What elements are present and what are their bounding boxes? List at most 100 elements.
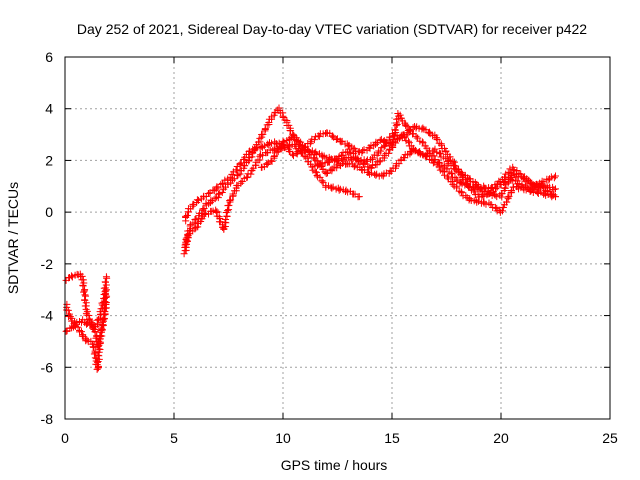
y-tick-label: 2 bbox=[45, 152, 53, 168]
data-point bbox=[425, 129, 433, 137]
data-point bbox=[457, 168, 465, 176]
y-tick-label: -2 bbox=[41, 256, 54, 272]
data-point bbox=[81, 302, 89, 310]
data-point bbox=[301, 143, 309, 151]
x-tick-label: 5 bbox=[170, 430, 178, 446]
data-point bbox=[222, 215, 230, 223]
data-point bbox=[386, 133, 394, 141]
data-point bbox=[243, 173, 251, 181]
data-point bbox=[225, 201, 233, 209]
data-point bbox=[344, 142, 352, 150]
data-point bbox=[318, 177, 326, 185]
data-point bbox=[245, 156, 253, 164]
data-point bbox=[263, 160, 271, 168]
data-point bbox=[199, 205, 207, 213]
data-point bbox=[328, 184, 336, 192]
data-point bbox=[396, 111, 404, 119]
data-point bbox=[404, 137, 412, 145]
data-point bbox=[391, 126, 399, 134]
data-point bbox=[390, 132, 398, 140]
data-point bbox=[83, 320, 91, 328]
data-point bbox=[504, 193, 512, 201]
data-point bbox=[101, 278, 109, 286]
data-point bbox=[102, 273, 110, 281]
data-point bbox=[401, 133, 409, 141]
data-point bbox=[67, 272, 75, 280]
data-point bbox=[498, 207, 506, 215]
data-point bbox=[486, 189, 494, 197]
data-point bbox=[387, 167, 395, 175]
data-point bbox=[285, 121, 293, 129]
data-point bbox=[415, 148, 423, 156]
data-point bbox=[311, 168, 319, 176]
data-point bbox=[80, 287, 88, 295]
data-point bbox=[355, 193, 363, 201]
data-point bbox=[419, 124, 427, 132]
data-point bbox=[209, 186, 217, 194]
data-point bbox=[260, 142, 268, 150]
y-axis-label: SDTVAR / TECUs bbox=[5, 182, 21, 294]
data-point bbox=[96, 331, 104, 339]
data-point bbox=[221, 218, 229, 226]
data-point bbox=[292, 149, 300, 157]
data-point bbox=[64, 306, 72, 314]
data-point bbox=[464, 182, 472, 190]
chart-title: Day 252 of 2021, Sidereal Day-to-day VTE… bbox=[77, 21, 587, 37]
data-point bbox=[425, 128, 433, 136]
x-tick-label: 10 bbox=[275, 430, 291, 446]
data-point bbox=[471, 185, 479, 193]
series-track-8 bbox=[311, 110, 559, 201]
data-point bbox=[350, 163, 358, 171]
data-point bbox=[238, 178, 246, 186]
data-point bbox=[372, 171, 380, 179]
data-point bbox=[313, 172, 321, 180]
data-point bbox=[223, 207, 231, 215]
data-point bbox=[77, 328, 85, 336]
data-point bbox=[491, 203, 499, 211]
data-point bbox=[297, 138, 305, 146]
data-point bbox=[416, 149, 424, 157]
data-point bbox=[402, 122, 410, 130]
data-point bbox=[247, 170, 255, 178]
data-point bbox=[352, 153, 360, 161]
data-point bbox=[94, 351, 102, 359]
x-tick-label: 25 bbox=[602, 430, 618, 446]
data-point bbox=[470, 186, 478, 194]
data-point bbox=[435, 149, 443, 157]
data-point bbox=[182, 238, 190, 246]
data-point bbox=[388, 138, 396, 146]
data-point bbox=[501, 173, 509, 181]
y-tick-label: 4 bbox=[45, 101, 53, 117]
data-point bbox=[229, 190, 237, 198]
data-point bbox=[90, 350, 98, 358]
series-track-3 bbox=[62, 299, 110, 351]
data-point bbox=[271, 152, 279, 160]
data-point bbox=[421, 152, 429, 160]
data-point bbox=[227, 196, 235, 204]
data-point bbox=[412, 132, 420, 140]
data-point bbox=[79, 282, 87, 290]
data-point bbox=[183, 212, 191, 220]
data-point bbox=[319, 153, 327, 161]
data-point bbox=[246, 147, 254, 155]
data-point bbox=[509, 166, 517, 174]
data-point bbox=[375, 158, 383, 166]
plot-frame bbox=[64, 56, 611, 420]
data-point bbox=[547, 173, 555, 181]
data-point bbox=[83, 336, 91, 344]
data-point bbox=[328, 165, 336, 173]
data-point bbox=[90, 343, 98, 351]
data-point bbox=[439, 167, 447, 175]
data-point bbox=[380, 143, 388, 151]
data-point bbox=[433, 136, 441, 144]
data-point bbox=[336, 185, 344, 193]
data-point bbox=[515, 170, 523, 178]
data-point bbox=[500, 177, 508, 185]
data-point bbox=[72, 320, 80, 328]
data-point bbox=[451, 165, 459, 173]
data-point bbox=[345, 145, 353, 153]
data-point bbox=[377, 147, 385, 155]
data-point bbox=[552, 172, 559, 180]
data-point bbox=[505, 192, 513, 200]
data-point bbox=[466, 175, 474, 183]
